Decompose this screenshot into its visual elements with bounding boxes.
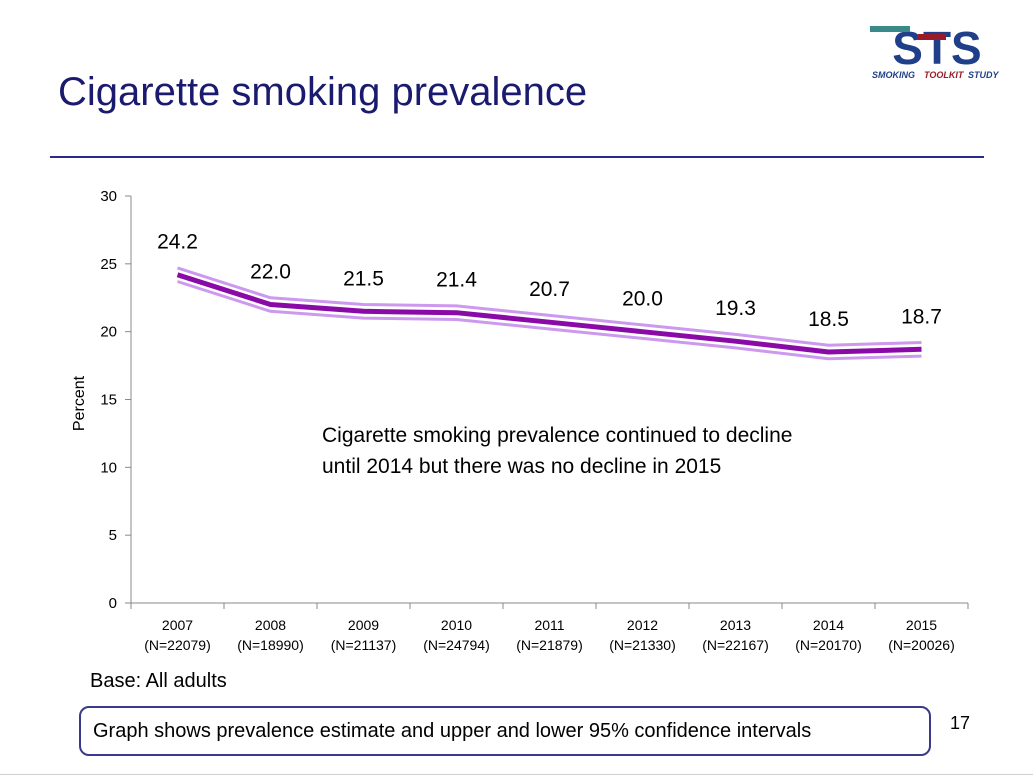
bottom-divider	[0, 774, 1033, 775]
confidence-interval-note: Graph shows prevalence estimate and uppe…	[79, 706, 931, 756]
logo-accent	[870, 26, 910, 32]
x-tick-sublabel: (N=20170)	[795, 637, 862, 653]
x-tick-sublabel: (N=22079)	[144, 637, 211, 653]
title-divider	[50, 156, 984, 158]
estimate-line	[176, 272, 922, 355]
x-tick-sublabel: (N=20026)	[888, 637, 955, 653]
x-tick-label: 2013	[720, 617, 751, 633]
data-label: 18.7	[901, 305, 942, 328]
x-tick-sublabel: (N=18990)	[237, 637, 304, 653]
data-label: 21.4	[436, 269, 477, 292]
lower-ci-line	[177, 280, 922, 361]
chart-annotation: Cigarette smoking prevalence continued t…	[322, 424, 793, 478]
x-tick-sublabel: (N=21879)	[516, 637, 583, 653]
x-tick-label: 2012	[627, 617, 658, 633]
data-label: 20.0	[622, 288, 663, 311]
logo-word: TOOLKIT	[924, 70, 965, 80]
logo-word: STUDY	[968, 70, 999, 80]
base-note: Base: All adults	[90, 670, 227, 692]
x-tick-label: 2008	[255, 617, 286, 633]
x-tick-label: 2011	[534, 617, 564, 633]
data-label: 19.3	[715, 297, 756, 320]
y-tick-label: 5	[109, 527, 117, 544]
x-tick-label: 2007	[162, 617, 193, 633]
x-tick-label: 2014	[813, 617, 844, 633]
y-tick-label: 15	[100, 392, 117, 409]
y-tick-label: 25	[100, 256, 117, 273]
sts-logo: STS SMOKING TOOLKIT STUDY	[870, 22, 999, 80]
page-number: 17	[950, 713, 971, 733]
x-tick-sublabel: (N=22167)	[702, 637, 769, 653]
y-tick-label: 20	[100, 324, 117, 341]
logo-accent	[918, 34, 946, 40]
slide-title: Cigarette smoking prevalence	[58, 70, 588, 114]
x-tick-sublabel: (N=24794)	[423, 637, 490, 653]
data-label: 22.0	[250, 261, 291, 284]
x-tick-label: 2009	[348, 617, 379, 633]
y-tick-label: 0	[109, 595, 117, 612]
data-label: 18.5	[808, 308, 849, 331]
x-tick-label: 2015	[906, 617, 937, 633]
x-tick-label: 2010	[441, 617, 472, 633]
x-tick-sublabel: (N=21137)	[331, 637, 397, 653]
data-label: 20.7	[529, 278, 570, 301]
data-label: 24.2	[157, 231, 198, 254]
upper-ci-line	[177, 266, 922, 347]
logo-word: SMOKING	[872, 70, 915, 80]
data-label: 21.5	[343, 267, 384, 290]
y-tick-label: 10	[100, 459, 117, 476]
y-tick-label: 30	[100, 188, 117, 205]
x-tick-sublabel: (N=21330)	[609, 637, 676, 653]
y-axis-title: Percent	[71, 375, 88, 431]
